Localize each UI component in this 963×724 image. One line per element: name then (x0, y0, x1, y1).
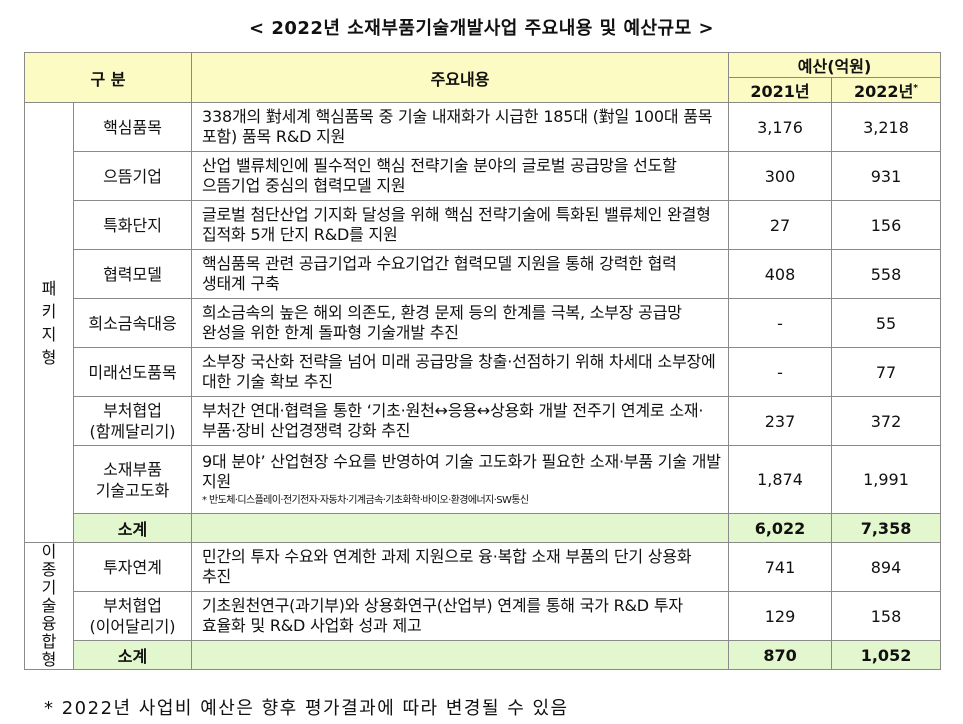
row-2021: 1,874 (728, 445, 833, 514)
row-item: 으뜸기업 (72, 151, 193, 201)
subtotal-row-package: 소계 6,022 7,358 (25, 513, 942, 543)
row-desc-text: 9대 분야’ 산업현장 수요를 반영하여 기술 고도화가 필요한 소재·부품 기… (202, 451, 721, 491)
row-desc: 희소금속의 높은 해외 의존도, 환경 문제 등의 한계를 극복, 소부장 공급… (191, 298, 730, 348)
table-row: 이 종 기 술 융 합 형 투자연계 민간의 투자 수요와 연계한 과제 지원으… (24, 542, 942, 670)
table-row: 소재부품 기술고도화 9대 분야’ 산업현장 수요를 반영하여 기술 고도화가 … (25, 445, 942, 514)
table-row: 으뜸기업 산업 밸류체인에 필수적인 핵심 전략기술 분야의 글로벌 공급망을 … (25, 151, 942, 201)
row-item-line2: (이어달리기) (89, 617, 176, 636)
row-2021: 237 (728, 396, 833, 446)
row-2022: 77 (831, 347, 942, 397)
row-desc: 338개의 對세계 핵심품목 중 기술 내재화가 시급한 185대 (對일 10… (191, 102, 730, 152)
header-year-2021: 2021년 (728, 77, 833, 103)
row-2021: 741 (728, 542, 833, 592)
group-label-convergence: 이 종 기 술 융 합 형 (24, 542, 74, 670)
row-item: 특화단지 (72, 200, 193, 250)
row-2021: 27 (728, 200, 833, 250)
subtotal-content-empty (191, 513, 730, 543)
row-desc-note: * 반도체·디스플레이·전기전자·자동차·기계금속·기초화학·바이오·환경에너지… (202, 494, 529, 506)
header-category: 구 분 (23, 52, 193, 103)
row-item: 미래선도품목 (72, 347, 193, 397)
budget-table: 구 분 주요내용 예산(억원) 2021년 2022년* 패 키 지 형 핵심품… (23, 52, 942, 670)
subtotal-2022: 7,358 (831, 513, 942, 543)
page-title: < 2022년 소재부품기술개발사업 주요내용 및 예산규모 > (248, 18, 715, 39)
row-desc: 산업 밸류체인에 필수적인 핵심 전략기술 분야의 글로벌 공급망을 선도할 으… (191, 151, 730, 201)
row-item: 투자연계 (72, 542, 193, 592)
row-2021: - (728, 347, 833, 397)
header-content: 주요내용 (191, 52, 730, 103)
table-row: 패 키 지 형 핵심품목 338개의 對세계 핵심품목 중 기술 내재화가 시급… (24, 102, 942, 543)
row-2021: - (728, 298, 833, 348)
header-year-2022: 2022년* (831, 77, 942, 103)
row-2022: 55 (831, 298, 942, 348)
subtotal-row-convergence: 소계 870 1,052 (25, 640, 942, 670)
row-item-line2: 기술고도화 (95, 480, 170, 500)
row-2021: 3,176 (728, 102, 833, 152)
subtotal-2021: 870 (728, 640, 833, 670)
subtotal-label: 소계 (72, 513, 193, 543)
table-row: 부처협업 (함께달리기) 부처간 연대·협력을 통한 ‘기초·원천↔응용↔상용화… (25, 396, 942, 446)
row-2022: 372 (831, 396, 942, 446)
table-row: 협력모델 핵심품목 관련 공급기업과 수요기업간 협력모델 지원을 통해 강력한… (25, 249, 942, 299)
table-row: 희소금속대응 희소금속의 높은 해외 의존도, 환경 문제 등의 한계를 극복,… (25, 298, 942, 348)
row-2022: 1,991 (831, 445, 942, 514)
row-desc: 민간의 투자 수요와 연계한 과제 지원으로 융·복합 소재 부품의 단기 상용… (191, 542, 730, 592)
row-item-line1: 부처협업 (103, 596, 162, 615)
row-desc: 핵심품목 관련 공급기업과 수요기업간 협력모델 지원을 통해 강력한 협력 생… (191, 249, 730, 299)
row-desc: 부처간 연대·협력을 통한 ‘기초·원천↔응용↔상용화 개발 전주기 연계로 소… (191, 396, 730, 446)
group-label-package: 패 키 지 형 (24, 102, 74, 543)
row-item-line1: 부처협업 (103, 401, 162, 420)
row-item: 부처협업 (함께달리기) (72, 396, 193, 446)
row-item-line2: (함께달리기) (89, 422, 176, 441)
row-item: 핵심품목 (72, 102, 193, 152)
row-2022: 158 (831, 591, 942, 641)
row-item: 소재부품 기술고도화 (72, 445, 193, 514)
table-row: 미래선도품목 소부장 국산화 전략을 넘어 미래 공급망을 창출·선점하기 위해… (25, 347, 942, 397)
subtotal-content-empty (191, 640, 730, 670)
row-item: 부처협업 (이어달리기) (72, 591, 193, 641)
table-row: 부처협업 (이어달리기) 기초원천연구(과기부)와 상용화연구(산업부) 연계를… (25, 591, 942, 641)
row-item: 희소금속대응 (72, 298, 193, 348)
row-2021: 408 (728, 249, 833, 299)
row-desc: 9대 분야’ 산업현장 수요를 반영하여 기술 고도화가 필요한 소재·부품 기… (191, 445, 730, 514)
row-desc: 소부장 국산화 전략을 넘어 미래 공급망을 창출·선점하기 위해 차세대 소부… (191, 347, 730, 397)
row-2022: 3,218 (831, 102, 942, 152)
header-budget: 예산(억원) (728, 52, 942, 78)
row-item-line1: 소재부품 (103, 459, 162, 479)
subtotal-2022: 1,052 (831, 640, 942, 670)
row-2022: 894 (831, 542, 942, 592)
header-year-2022-label: 2022년 (854, 82, 914, 101)
row-2022: 156 (831, 200, 942, 250)
row-desc: 기초원천연구(과기부)와 상용화연구(산업부) 연계를 통해 국가 R&D 투자… (191, 591, 730, 641)
row-2021: 129 (728, 591, 833, 641)
table-row: 특화단지 글로벌 첨단산업 기지화 달성을 위해 핵심 전략기술에 특화된 밸류… (25, 200, 942, 250)
row-2022: 931 (831, 151, 942, 201)
row-2022: 558 (831, 249, 942, 299)
subtotal-label: 소계 (72, 640, 193, 670)
row-item: 협력모델 (72, 249, 193, 299)
subtotal-2021: 6,022 (728, 513, 833, 543)
row-desc: 글로벌 첨단산업 기지화 달성을 위해 핵심 전략기술에 특화된 밸류체인 완결… (191, 200, 730, 250)
row-2021: 300 (728, 151, 833, 201)
footnote: * 2022년 사업비 예산은 향후 평가결과에 따라 변경될 수 있음 (44, 698, 569, 719)
header-year-2022-mark: * (913, 83, 919, 94)
